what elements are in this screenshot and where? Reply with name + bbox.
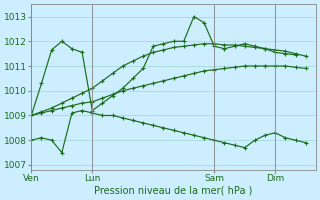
X-axis label: Pression niveau de la mer( hPa ): Pression niveau de la mer( hPa ) bbox=[94, 186, 253, 196]
